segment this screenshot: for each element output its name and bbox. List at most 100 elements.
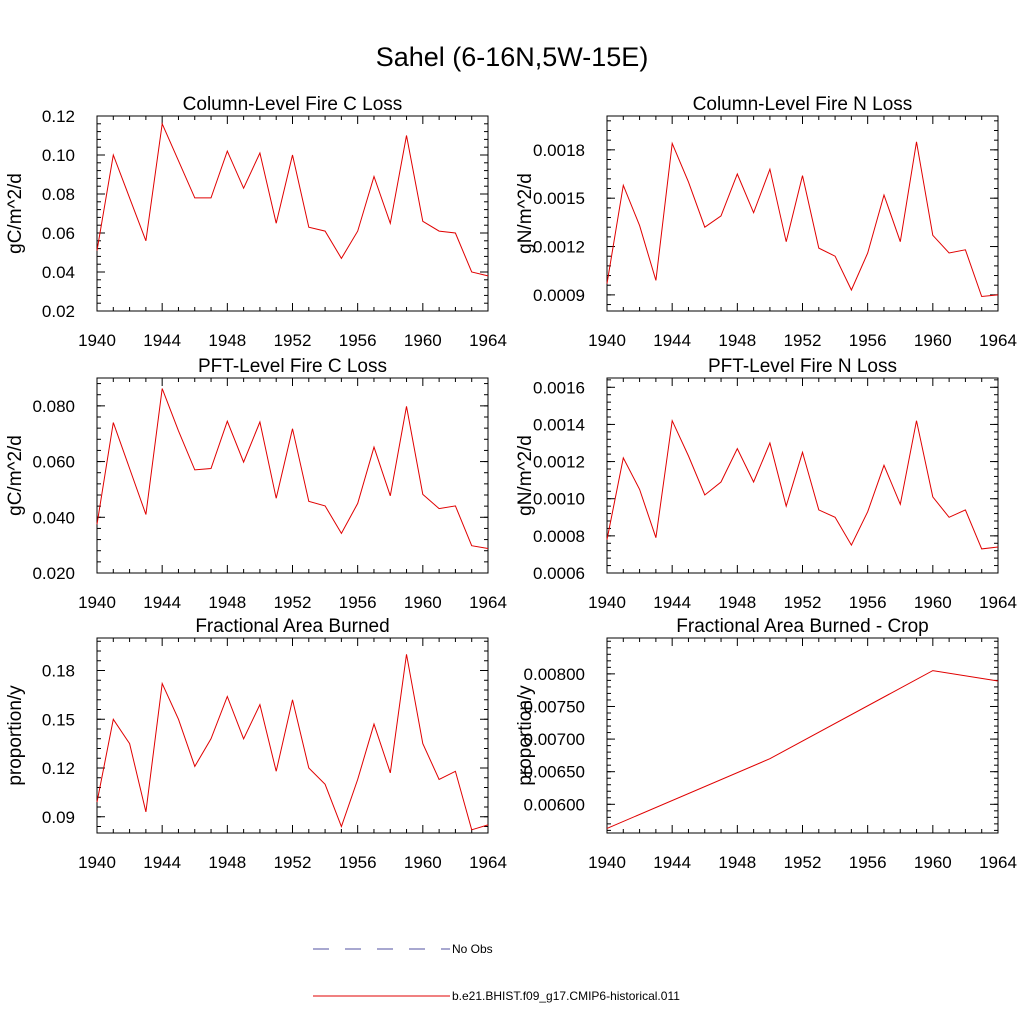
x-tick-label: 1940 <box>588 853 626 872</box>
y-tick-label: 0.0009 <box>533 286 585 305</box>
x-tick-label: 1952 <box>784 853 822 872</box>
y-tick-label: 0.00600 <box>524 795 585 814</box>
y-tick-label: 0.06 <box>42 224 75 243</box>
x-tick-label: 1944 <box>143 593 181 612</box>
x-tick-label: 1960 <box>914 593 952 612</box>
series-line-model <box>606 418 999 550</box>
x-tick-label: 1956 <box>849 853 887 872</box>
y-tick-label: 0.08 <box>42 185 75 204</box>
y-tick-label: 0.02 <box>42 302 75 321</box>
x-tick-label: 1948 <box>718 331 756 350</box>
plot-frame <box>606 377 999 574</box>
y-tick-label: 0.0014 <box>533 415 585 434</box>
x-tick-label: 1952 <box>274 593 312 612</box>
x-tick-label: 1964 <box>469 331 507 350</box>
x-tick-label: 1960 <box>404 853 442 872</box>
x-tick-label: 1964 <box>469 593 507 612</box>
y-tick-label: 0.15 <box>42 710 75 729</box>
y-tick-label: 0.00750 <box>524 697 585 716</box>
y-tick-label: 0.0008 <box>533 527 585 546</box>
x-tick-label: 1952 <box>274 331 312 350</box>
panel-column-fire-n-loss: Column-Level Fire N Loss gN/m^2/d 1940 1944… <box>515 94 1017 350</box>
y-tick-label: 0.040 <box>32 508 75 527</box>
x-tick-label: 1960 <box>914 331 952 350</box>
panel-pft-fire-c-loss: PFT-Level Fire C Loss gC/m^2/d 1940 1944 194… <box>5 356 507 612</box>
x-tick-label: 1960 <box>404 593 442 612</box>
y-tick-label: 0.04 <box>42 263 75 282</box>
x-tick-label: 1944 <box>653 331 691 350</box>
x-tick-label: 1952 <box>784 331 822 350</box>
x-tick-label: 1956 <box>339 331 377 350</box>
legend: No Obs b.e21.BHIST.f09_g17.CMIP6-histori… <box>313 942 680 1003</box>
x-tick-label: 1948 <box>208 593 246 612</box>
panel-title: Column-Level Fire N Loss <box>693 94 913 115</box>
panel-title: Column-Level Fire C Loss <box>183 94 403 115</box>
y-tick-label: 0.0016 <box>533 378 585 397</box>
y-axis-label: gN/m^2/d <box>515 173 536 254</box>
plot-frame <box>606 115 999 312</box>
panel-title: Fractional Area Burned - Crop <box>676 616 928 637</box>
x-tick-label: 1944 <box>653 593 691 612</box>
x-tick-label: 1960 <box>404 331 442 350</box>
x-tick-label: 1940 <box>78 331 116 350</box>
x-tick-label: 1956 <box>339 853 377 872</box>
x-tick-label: 1944 <box>143 331 181 350</box>
series-line-model <box>606 670 999 829</box>
x-tick-label: 1956 <box>849 331 887 350</box>
x-tick-label: 1940 <box>588 331 626 350</box>
x-tick-label: 1964 <box>979 593 1017 612</box>
panel-pft-fire-n-loss: PFT-Level Fire N Loss gN/m^2/d 1940 1944 194… <box>515 356 1017 612</box>
y-tick-label: 0.0006 <box>533 564 585 583</box>
series-line-model <box>96 388 489 549</box>
x-tick-label: 1964 <box>979 853 1017 872</box>
panel-title: Fractional Area Burned <box>195 616 389 637</box>
y-tick-label: 0.080 <box>32 397 75 416</box>
panel-fractional-area-burned-crop: Fractional Area Burned - Crop proportion/… <box>515 616 1017 872</box>
y-tick-label: 0.12 <box>42 107 75 126</box>
panel-fractional-area-burned: Fractional Area Burned proportion/y 1940 19… <box>5 616 507 872</box>
x-tick-label: 1956 <box>339 593 377 612</box>
y-tick-label: 0.0010 <box>533 490 585 509</box>
legend-label-model: b.e21.BHIST.f09_g17.CMIP6-historical.011 <box>452 989 680 1003</box>
x-tick-label: 1940 <box>588 593 626 612</box>
x-tick-label: 1948 <box>208 331 246 350</box>
x-tick-label: 1948 <box>718 853 756 872</box>
x-tick-label: 1940 <box>78 853 116 872</box>
x-tick-label: 1964 <box>979 331 1017 350</box>
y-tick-label: 0.00700 <box>524 730 585 749</box>
y-axis-label: gC/m^2/d <box>5 173 26 254</box>
series-line-model <box>606 141 999 298</box>
legend-label-no-obs: No Obs <box>452 942 493 956</box>
y-tick-label: 0.10 <box>42 146 75 165</box>
plot-frame <box>96 377 489 574</box>
y-tick-label: 0.00650 <box>524 763 585 782</box>
y-axis-label: proportion/y <box>515 685 536 786</box>
y-tick-label: 0.0012 <box>533 238 585 257</box>
x-tick-label: 1960 <box>914 853 952 872</box>
y-tick-label: 0.00800 <box>524 665 585 684</box>
panel-column-fire-c-loss: Column-Level Fire C Loss gC/m^2/d 1940 1944… <box>5 94 507 350</box>
x-tick-label: 1964 <box>469 853 507 872</box>
series-line-model <box>96 121 489 277</box>
y-axis-label: gN/m^2/d <box>515 435 536 516</box>
x-tick-label: 1952 <box>274 853 312 872</box>
y-tick-label: 0.0015 <box>533 189 585 208</box>
panel-title: PFT-Level Fire N Loss <box>708 356 897 377</box>
y-tick-label: 0.0012 <box>533 453 585 472</box>
panel-title: PFT-Level Fire C Loss <box>198 356 387 377</box>
y-tick-label: 0.060 <box>32 453 75 472</box>
x-tick-label: 1944 <box>653 853 691 872</box>
x-tick-label: 1948 <box>718 593 756 612</box>
x-tick-label: 1940 <box>78 593 116 612</box>
y-tick-label: 0.18 <box>42 662 75 681</box>
x-tick-label: 1952 <box>784 593 822 612</box>
x-tick-label: 1956 <box>849 593 887 612</box>
y-tick-label: 0.020 <box>32 564 75 583</box>
plot-frame <box>96 115 489 312</box>
y-tick-label: 0.0018 <box>533 141 585 160</box>
figure-title: Sahel (6-16N,5W-15E) <box>376 42 649 72</box>
y-tick-label: 0.09 <box>42 808 75 827</box>
x-tick-label: 1948 <box>208 853 246 872</box>
y-axis-label: gC/m^2/d <box>5 435 26 516</box>
